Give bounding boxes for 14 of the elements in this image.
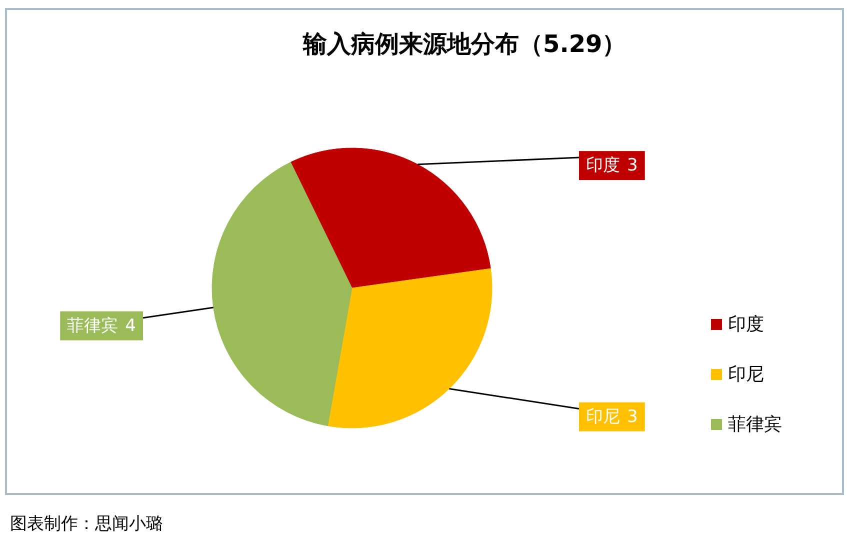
text: 图表制作：思闻小璐	[10, 513, 163, 535]
data-label: 3	[627, 156, 638, 176]
legend-label: 印尼	[728, 363, 764, 386]
chart-title: 输入病例来源地分布（5.29）	[303, 29, 626, 60]
legend-label: 印度	[728, 313, 764, 336]
slice-label: 印尼	[586, 406, 620, 427]
data-label: 4	[125, 316, 136, 336]
data-label: 3	[627, 406, 638, 427]
pie-slice	[290, 148, 491, 288]
legend-label: 菲律宾	[728, 413, 782, 436]
slice-label: 印度	[586, 156, 620, 176]
slice-label: 菲律宾	[67, 316, 118, 336]
pie-slice	[212, 162, 352, 426]
pie-slice	[327, 268, 492, 428]
